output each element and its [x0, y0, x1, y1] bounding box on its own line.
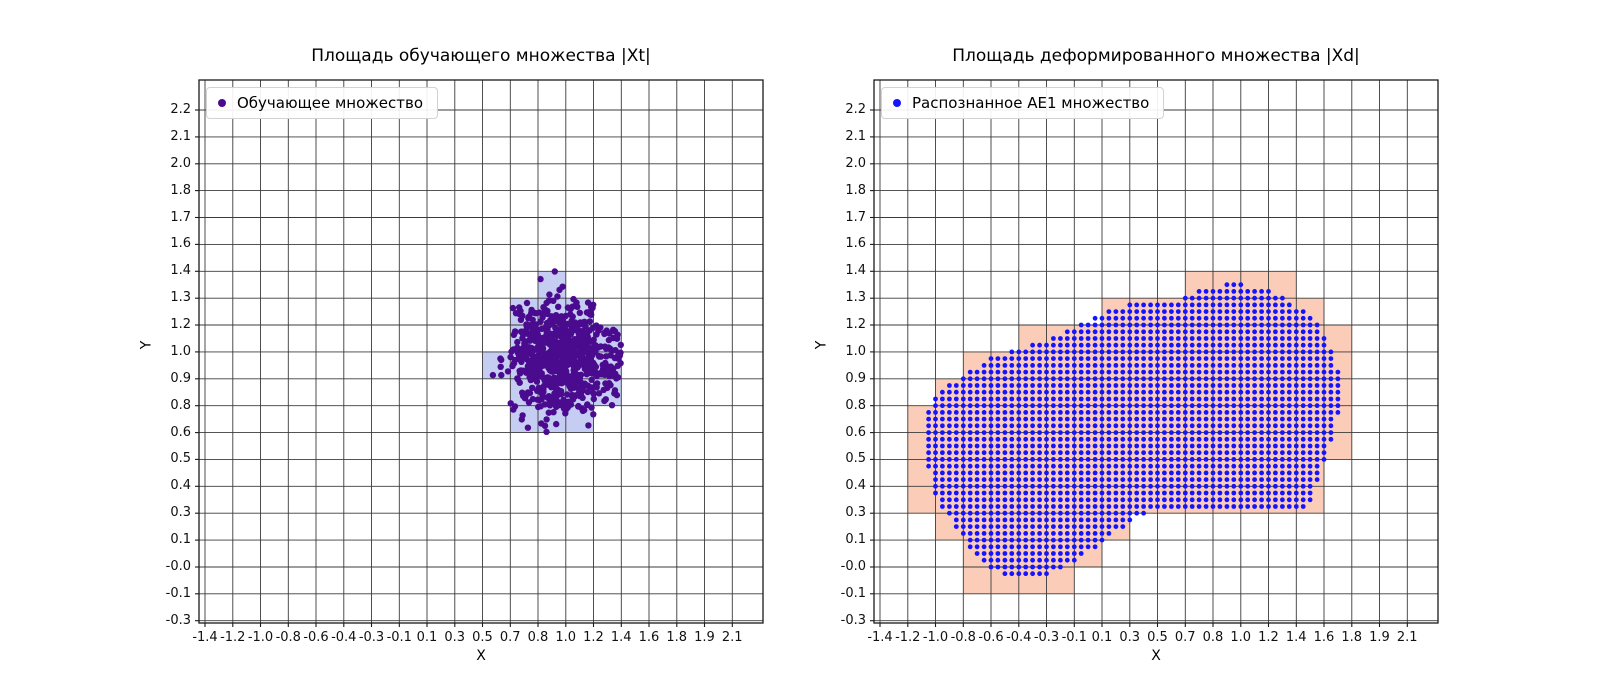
legend-marker-dot-icon [218, 99, 226, 107]
y-tick-label: 1.2 [845, 317, 866, 333]
y-tick-label: 0.1 [170, 532, 191, 548]
legend: Обучающее множество [206, 87, 439, 119]
x-tick-label: 0.8 [527, 630, 549, 645]
y-tick-label: 0.8 [845, 397, 866, 413]
x-tick-label: 0.1 [1091, 630, 1113, 645]
x-tick-label: 1.4 [1285, 630, 1307, 645]
x-tick-label: 1.9 [694, 630, 715, 645]
y-tick-label: 1.3 [170, 290, 191, 306]
plot-title: Площадь деформированного множества |Xd| [952, 46, 1360, 66]
x-tick-label: -0.6 [978, 630, 1004, 645]
legend-label: Распознанное AE1 множество [912, 94, 1150, 112]
y-tick-label: -0.0 [840, 558, 866, 574]
x-tick-label: 0.7 [499, 630, 521, 645]
plot-canvas [195, 79, 764, 627]
y-tick-label: 0.1 [845, 532, 866, 548]
x-tick-label: -1.2 [895, 630, 921, 645]
y-tick-label: 2.0 [845, 155, 866, 171]
y-tick-label: -0.3 [165, 612, 191, 628]
legend-label: Обучающее множество [237, 94, 424, 112]
y-tick-label: 2.2 [845, 102, 866, 117]
x-tick-label: -1.4 [867, 630, 893, 645]
x-tick-label: 1.0 [1230, 630, 1252, 645]
x-axis-label: X [1151, 648, 1161, 664]
x-axis-label: X [476, 648, 486, 664]
y-tick-label: 1.4 [845, 263, 866, 279]
y-tick-label: 1.0 [845, 343, 866, 359]
y-tick-label: 0.5 [845, 451, 866, 467]
x-tick-label: 1.2 [1258, 630, 1279, 645]
x-tick-label: -0.8 [275, 630, 301, 645]
x-tick-label: -0.1 [1061, 630, 1087, 645]
legend: Распознанное AE1 множество [881, 87, 1165, 119]
legend-marker-dot-icon [893, 99, 901, 107]
x-tick-label: -0.4 [331, 630, 357, 645]
x-tick-label: -1.0 [247, 630, 274, 645]
y-tick-label: 0.4 [170, 478, 191, 494]
x-tick-label: -1.2 [220, 630, 246, 645]
y-tick-label: 2.2 [170, 102, 191, 117]
x-tick-label: 1.6 [1313, 630, 1335, 645]
x-tick-label: -1.0 [922, 630, 949, 645]
x-tick-label: 1.2 [583, 630, 604, 645]
plot-title: Площадь обучающего множества |Xt| [311, 46, 651, 66]
x-tick-label: -0.3 [1033, 630, 1060, 645]
x-tick-label: 1.9 [1369, 630, 1390, 645]
plot-training-set: Площадь обучающего множества |Xt| Обучаю… [138, 0, 764, 700]
x-tick-label: 1.8 [1341, 630, 1363, 645]
y-tick-label: 1.2 [170, 317, 191, 333]
y-tick-label: 0.6 [845, 424, 866, 440]
y-tick-label: 2.1 [170, 128, 191, 144]
x-tick-label: 0.8 [1202, 630, 1224, 645]
y-tick-label: 1.0 [170, 343, 191, 359]
y-tick-label: 1.6 [845, 236, 866, 252]
y-tick-label: -0.1 [165, 585, 191, 601]
y-tick-label: 1.6 [170, 236, 191, 252]
y-tick-label: 0.9 [845, 370, 866, 386]
y-tick-label: 1.8 [845, 182, 866, 198]
y-tick-label: 1.7 [170, 209, 191, 225]
x-tick-label: -0.6 [303, 630, 329, 645]
plot-canvas [870, 79, 1439, 627]
x-tick-label: 1.8 [666, 630, 688, 645]
y-tick-label: 1.7 [845, 209, 866, 225]
y-tick-label: 0.3 [845, 505, 866, 521]
x-tick-label: 0.1 [416, 630, 438, 645]
y-tick-label: 0.8 [170, 397, 191, 413]
y-tick-label: 0.6 [170, 424, 191, 440]
x-tick-label: -0.8 [950, 630, 976, 645]
y-tick-label: 1.8 [170, 182, 191, 198]
x-tick-label: 0.7 [1174, 630, 1196, 645]
y-tick-label: 1.4 [170, 263, 191, 279]
x-tick-label: 1.4 [610, 630, 632, 645]
x-tick-label: 0.5 [472, 630, 493, 645]
x-tick-label: -0.4 [1006, 630, 1032, 645]
plot-deformed-set: Площадь деформированного множества |Xd| … [813, 0, 1439, 700]
y-tick-label: 0.4 [845, 478, 866, 494]
x-tick-label: -0.1 [386, 630, 412, 645]
x-tick-label: 1.0 [555, 630, 577, 645]
y-tick-label: -0.0 [165, 558, 191, 574]
y-tick-label: 1.3 [845, 290, 866, 306]
x-tick-label: 2.1 [721, 630, 743, 645]
x-tick-label: -1.4 [192, 630, 218, 645]
y-tick-label: 0.5 [170, 451, 191, 467]
x-tick-label: 2.1 [1396, 630, 1418, 645]
y-tick-label: 2.0 [170, 155, 191, 171]
x-tick-label: -0.3 [358, 630, 385, 645]
y-tick-label: -0.1 [840, 585, 866, 601]
y-tick-label: 0.9 [170, 370, 191, 386]
x-tick-label: 0.5 [1147, 630, 1168, 645]
x-tick-label: 0.3 [1119, 630, 1141, 645]
y-tick-label: 0.3 [170, 505, 191, 521]
x-tick-label: 1.6 [638, 630, 660, 645]
y-tick-label: 2.1 [845, 128, 866, 144]
y-tick-label: -0.3 [840, 612, 866, 628]
x-tick-label: 0.3 [444, 630, 466, 645]
